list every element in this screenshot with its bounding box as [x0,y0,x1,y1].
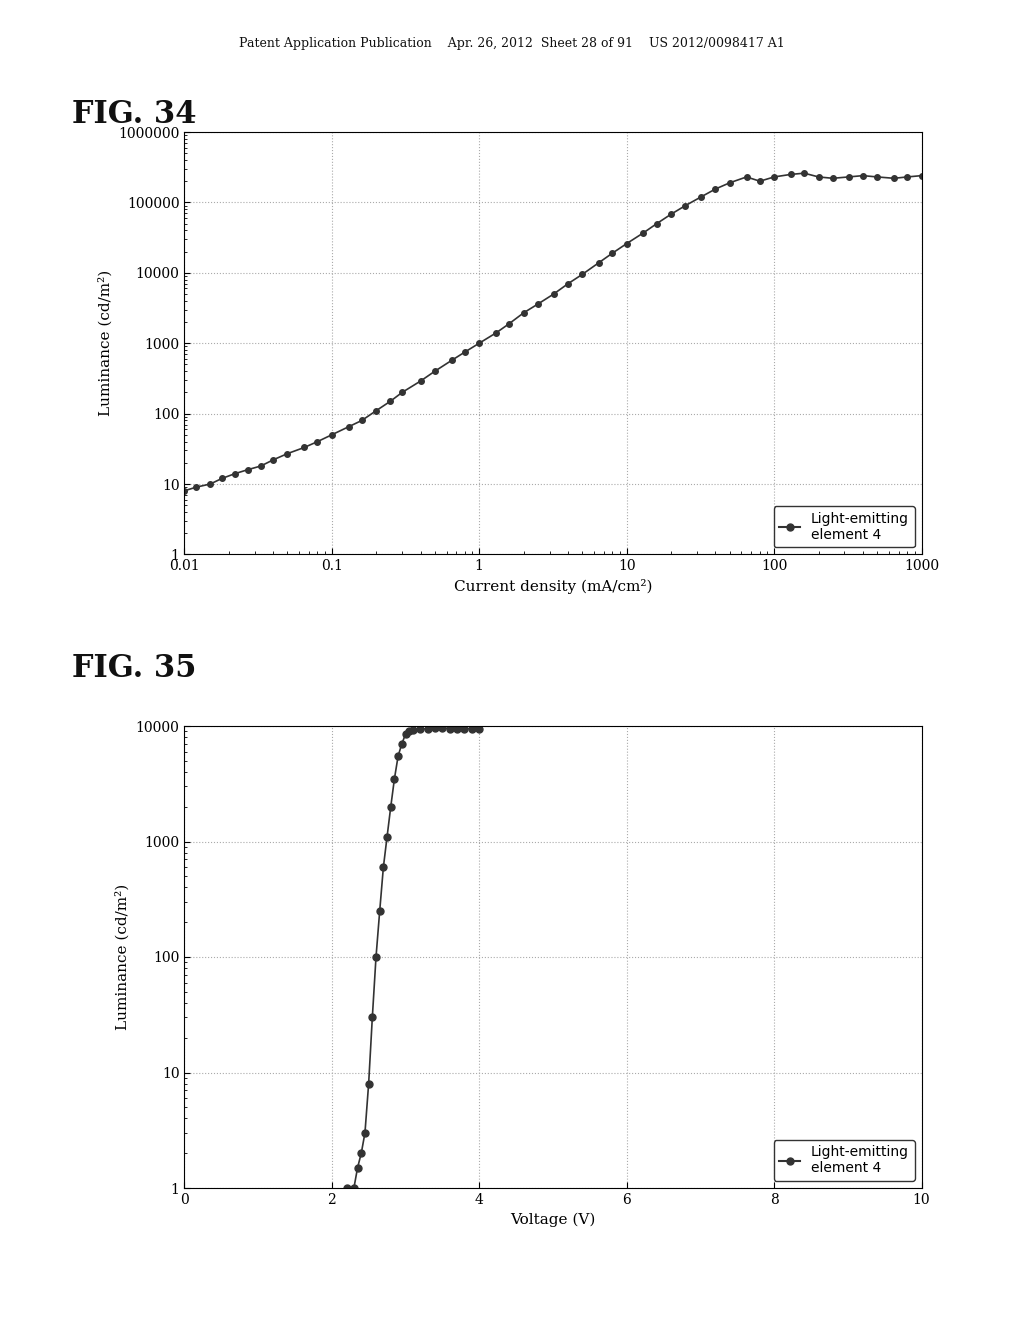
Text: Patent Application Publication    Apr. 26, 2012  Sheet 28 of 91    US 2012/00984: Patent Application Publication Apr. 26, … [240,37,784,50]
Text: FIG. 35: FIG. 35 [72,653,196,684]
Text: FIG. 34: FIG. 34 [72,99,197,129]
Y-axis label: Luminance (cd/m²): Luminance (cd/m²) [98,271,113,416]
Y-axis label: Luminance (cd/m²): Luminance (cd/m²) [116,884,130,1030]
X-axis label: Voltage (V): Voltage (V) [510,1212,596,1226]
X-axis label: Current density (mA/cm²): Current density (mA/cm²) [454,578,652,594]
Legend: Light-emitting
element 4: Light-emitting element 4 [773,1139,914,1181]
Legend: Light-emitting
element 4: Light-emitting element 4 [773,506,914,548]
